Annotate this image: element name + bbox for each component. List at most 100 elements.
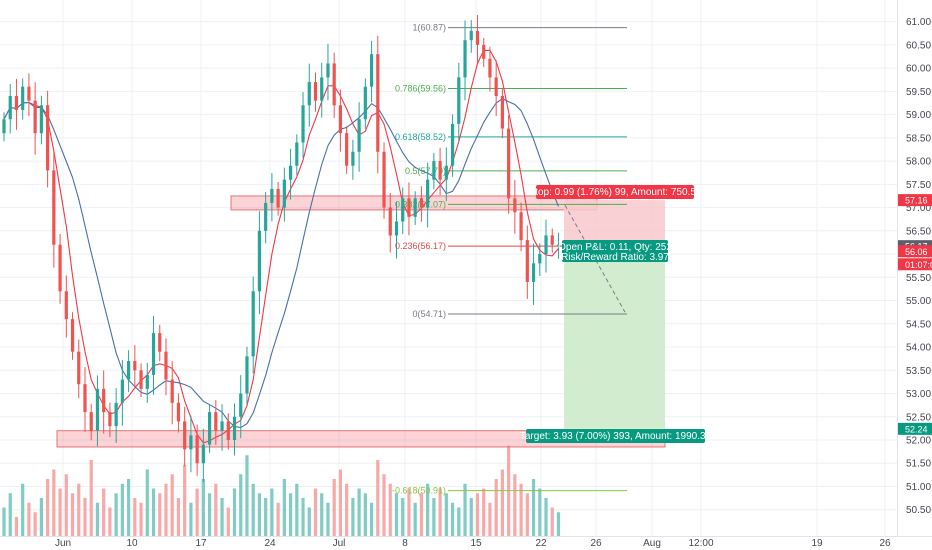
candle-body xyxy=(469,30,473,41)
candle xyxy=(127,350,131,393)
volume-bar xyxy=(39,498,43,536)
candle-body xyxy=(201,444,205,464)
candle-body xyxy=(332,63,336,106)
stop-label-bg xyxy=(536,185,694,199)
candle xyxy=(83,367,87,433)
volume-bar xyxy=(438,488,442,536)
volume-bar xyxy=(444,493,448,536)
candle-body xyxy=(482,44,486,59)
volume-bar xyxy=(207,493,212,536)
stop-zone[interactable] xyxy=(564,200,665,247)
volume-bar xyxy=(469,498,473,536)
volume-bar xyxy=(14,517,19,536)
fib-level-label: 1(60.87) xyxy=(412,23,446,33)
candle-body xyxy=(426,179,430,208)
volume-bar xyxy=(369,502,374,536)
candle xyxy=(376,35,380,174)
candle xyxy=(519,202,523,252)
volume-bar xyxy=(151,488,156,536)
price-tick-label: 53.00 xyxy=(906,389,931,400)
volume-bar xyxy=(201,479,205,536)
candle-body xyxy=(513,198,517,213)
candle xyxy=(95,375,100,447)
candle-body xyxy=(14,96,19,110)
candle-body xyxy=(444,165,448,180)
candle xyxy=(394,201,399,259)
candle-body xyxy=(2,119,6,134)
price-axis[interactable]: 50.50 51.00 51.50 52.00 52.50 53.00 53.50 54.00… xyxy=(897,0,932,550)
candle-body xyxy=(226,421,230,440)
candle xyxy=(401,187,405,235)
stop-label: Stop: 0.99 (1.76%) 99, Amount: 750.52 xyxy=(529,185,702,199)
candle xyxy=(220,404,224,451)
volume-bar xyxy=(33,512,37,536)
pnl-label-bg xyxy=(562,240,668,262)
candle xyxy=(351,139,355,180)
candle xyxy=(176,393,181,433)
candle-body xyxy=(270,188,274,203)
candle-body xyxy=(21,86,25,110)
candle xyxy=(388,192,392,253)
candle xyxy=(164,338,168,396)
volume-bar xyxy=(58,488,62,536)
candle xyxy=(494,60,498,116)
fib-level-label: 0(54.71) xyxy=(412,309,446,319)
volume-bar xyxy=(8,493,12,536)
volume-bar xyxy=(295,483,299,536)
candle-body xyxy=(450,123,455,166)
candle-body xyxy=(538,254,542,264)
price-tag-text: 52.24 xyxy=(905,424,928,434)
candle xyxy=(33,82,37,155)
price-tick-label: 57.50 xyxy=(906,180,931,191)
price-tick-label: 54.00 xyxy=(906,343,931,354)
candle xyxy=(469,20,473,53)
candle-body xyxy=(463,40,467,78)
price-tag-bg xyxy=(898,422,932,435)
candle-body xyxy=(70,319,75,352)
volume-bar xyxy=(457,507,461,536)
candle-body xyxy=(77,351,81,385)
candle-body xyxy=(64,291,68,320)
candle-body xyxy=(83,384,87,413)
volume-bar xyxy=(419,493,424,536)
candle xyxy=(120,359,124,426)
candle-body xyxy=(89,412,93,431)
candle-body xyxy=(313,82,318,101)
volume-bar xyxy=(550,507,554,536)
candle xyxy=(8,83,12,134)
candle xyxy=(89,403,93,441)
candle-body xyxy=(295,142,299,166)
price-tick-label: 55.50 xyxy=(906,273,931,284)
candle xyxy=(39,95,43,145)
candle xyxy=(133,345,137,389)
candle-body xyxy=(120,379,124,403)
candle xyxy=(438,147,442,196)
candle-body xyxy=(401,198,405,222)
candle xyxy=(538,243,542,276)
candle-body xyxy=(114,402,118,427)
candle-body xyxy=(438,161,442,180)
candle-body xyxy=(133,360,137,371)
short-position-tool[interactable] xyxy=(564,200,665,429)
volume-bar xyxy=(376,460,380,536)
candle xyxy=(482,37,486,67)
candle xyxy=(407,182,411,236)
volume-bar xyxy=(463,483,467,536)
candle-body xyxy=(58,244,62,292)
candle xyxy=(139,363,143,397)
candle-body xyxy=(288,165,293,180)
volume-bar xyxy=(320,493,324,536)
candle xyxy=(544,219,548,273)
candle xyxy=(419,186,424,222)
volume-bar xyxy=(232,488,237,536)
target-zone[interactable] xyxy=(564,246,665,429)
candle-body xyxy=(39,105,43,134)
time-tick-label: 24 xyxy=(264,538,276,549)
volume-bar xyxy=(220,498,224,536)
candle xyxy=(183,406,187,467)
time-axis[interactable]: Jun 10 17 24 Jul 8 15 22 26 Aug 12:00 19 26 xyxy=(0,536,932,550)
volume-bar xyxy=(488,502,492,536)
candle xyxy=(369,40,374,103)
